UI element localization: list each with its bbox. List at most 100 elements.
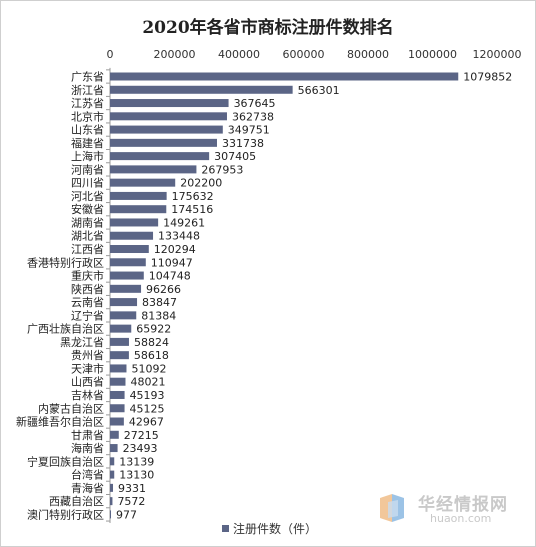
data-label: 367645	[234, 97, 276, 110]
category-label: 澳门特别行政区	[27, 507, 104, 521]
bar	[110, 178, 176, 187]
data-label: 149261	[163, 216, 205, 229]
category-label: 山西省	[71, 376, 104, 389]
category-label: 江西省	[71, 243, 104, 256]
bar	[110, 430, 119, 439]
bar	[110, 497, 113, 506]
data-label: 42967	[129, 416, 164, 429]
data-label: 362738	[232, 110, 274, 123]
bar	[110, 152, 210, 161]
category-label: 辽宁省	[71, 308, 104, 322]
data-label: 133448	[158, 230, 200, 243]
bar	[110, 457, 115, 466]
bar	[110, 72, 459, 81]
category-label: 广东省	[71, 71, 104, 84]
x-tick-label: 200000	[154, 48, 196, 61]
data-label: 13139	[119, 455, 154, 468]
x-tick-label: 400000	[218, 48, 260, 61]
category-label: 湖南省	[71, 216, 104, 229]
data-label: 27215	[124, 429, 159, 442]
data-label: 331738	[222, 137, 264, 150]
category-label: 河南省	[71, 163, 104, 176]
bar	[110, 377, 126, 386]
data-label: 202200	[180, 177, 222, 190]
category-label: 浙江省	[71, 84, 104, 97]
data-label: 45125	[130, 402, 165, 415]
bar	[110, 404, 125, 413]
data-label: 120294	[154, 243, 196, 256]
data-label: 58824	[134, 336, 169, 349]
data-label: 83847	[142, 296, 177, 309]
category-label: 重庆市	[71, 269, 104, 283]
category-label: 香港特别行政区	[27, 255, 104, 269]
bar	[110, 483, 114, 492]
bar	[110, 351, 129, 360]
data-label: 9331	[118, 482, 146, 495]
bar	[110, 125, 223, 134]
data-label: 48021	[130, 376, 165, 389]
category-label: 青海省	[71, 481, 104, 495]
category-label: 湖北省	[71, 230, 104, 243]
data-label: 45193	[130, 389, 165, 402]
bar	[110, 165, 197, 174]
data-label: 104748	[149, 270, 191, 283]
chart-title: 2020年各省市商标注册件数排名	[142, 18, 394, 38]
data-label: 977	[116, 508, 137, 521]
watermark: 华经情报网 huaon.com	[378, 490, 518, 530]
category-label: 陕西省	[71, 282, 104, 296]
data-label: 175632	[172, 190, 214, 203]
x-tick-label: 1200000	[473, 48, 522, 61]
bar	[110, 191, 167, 200]
legend-swatch	[222, 525, 229, 532]
data-label: 7572	[117, 495, 145, 508]
category-label: 天津市	[71, 361, 104, 375]
bars: 1079852 566301 367645362738349751331738307…	[110, 71, 512, 521]
bar	[110, 245, 149, 254]
data-label: 51092	[131, 362, 166, 375]
x-tick-label: 1000000	[408, 48, 457, 61]
category-label: 黑龙江省	[60, 336, 104, 349]
bar	[110, 85, 293, 94]
bar	[110, 298, 138, 307]
bar	[110, 231, 154, 240]
category-label: 河北省	[71, 190, 104, 203]
bar	[110, 112, 227, 121]
category-label: 新疆维吾尔自治区	[16, 415, 104, 429]
bar	[110, 337, 129, 346]
watermark-logo-icon	[380, 494, 404, 522]
bar	[110, 364, 127, 373]
category-label: 海南省	[71, 441, 104, 455]
x-tick-label: 600000	[283, 48, 325, 61]
bar	[110, 470, 115, 479]
category-label: 甘肃省	[71, 429, 104, 442]
category-label: 云南省	[71, 296, 104, 309]
data-label: 267953	[201, 163, 243, 176]
watermark-domain: huaon.com	[430, 512, 492, 525]
watermark-name: 华经情报网	[418, 495, 508, 515]
bar	[110, 218, 159, 227]
data-label: 110947	[151, 256, 193, 269]
bar	[110, 324, 132, 333]
bar	[110, 284, 142, 293]
data-label: 96266	[146, 283, 181, 296]
bar	[110, 205, 167, 214]
category-label: 广西壮族自治区	[27, 322, 104, 336]
legend-label: 注册件数（件）	[233, 522, 318, 536]
x-tick-label: 0	[107, 48, 114, 61]
category-label: 福建省	[71, 136, 104, 150]
bar	[110, 444, 118, 453]
category-label: 吉林省	[71, 388, 104, 402]
legend: 注册件数（件）	[222, 520, 317, 537]
data-label: 23493	[123, 442, 158, 455]
x-axis: 0 200000 400000 600000 800000 1000000 1200000 广…	[16, 48, 522, 524]
bar	[110, 258, 146, 267]
category-label: 上海市	[71, 149, 104, 163]
data-label: 566301	[298, 84, 340, 97]
category-label: 内蒙古自治区	[38, 401, 104, 415]
data-label: 349751	[228, 124, 270, 137]
data-label: 13130	[119, 469, 154, 482]
bar	[110, 510, 111, 519]
data-label: 307405	[214, 150, 256, 163]
category-label: 贵州省	[71, 349, 104, 362]
data-label: 65922	[136, 323, 171, 336]
